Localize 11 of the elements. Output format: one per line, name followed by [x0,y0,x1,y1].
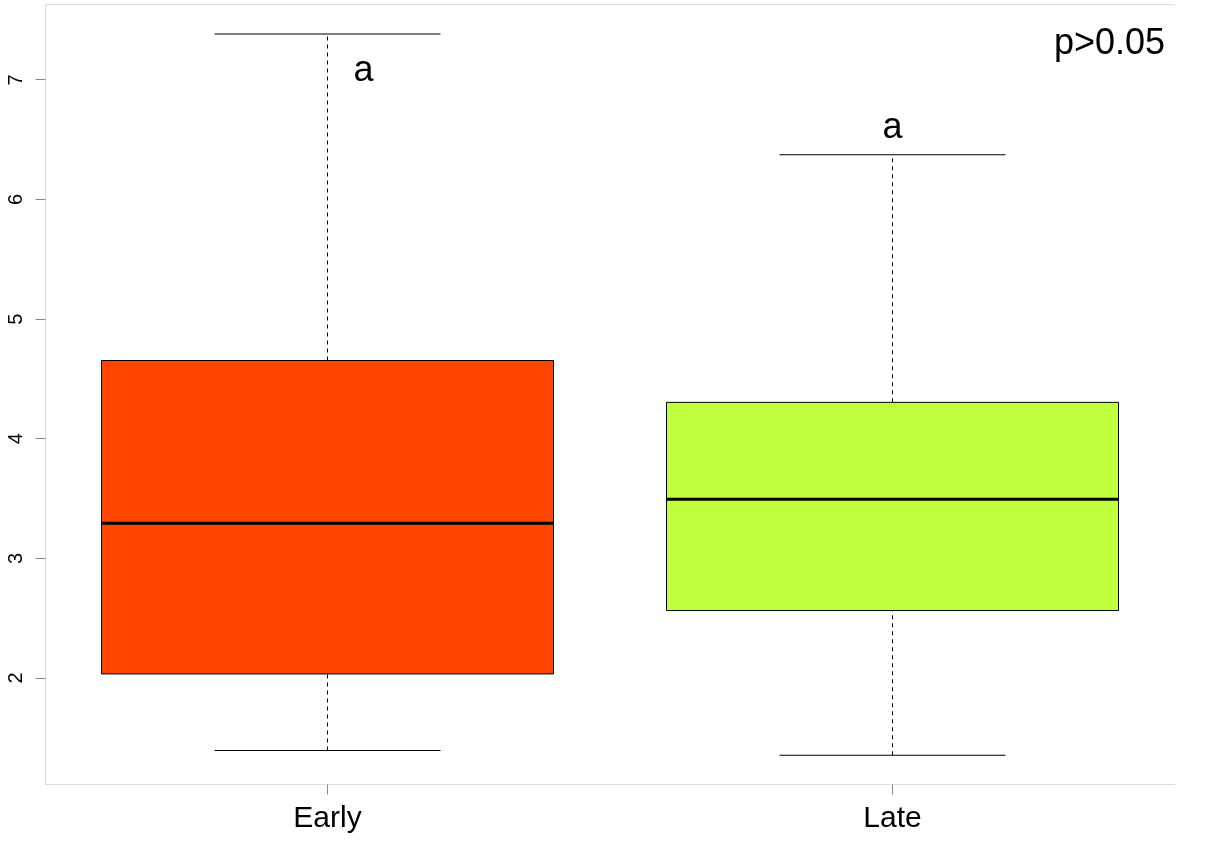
y-tick-label: 5 [3,313,26,325]
annotation: a [353,47,375,89]
x-tick-label: Late [863,799,922,833]
y-tick-label: 4 [3,433,26,445]
y-tick-label: 2 [3,672,26,684]
x-tick-label: Early [293,799,362,833]
annotation: a [882,104,904,146]
y-tick-label: 7 [3,74,26,86]
y-tick-label: 6 [3,193,26,206]
y-tick-label: 3 [3,552,26,564]
annotation: p>0.05 [1053,21,1165,62]
